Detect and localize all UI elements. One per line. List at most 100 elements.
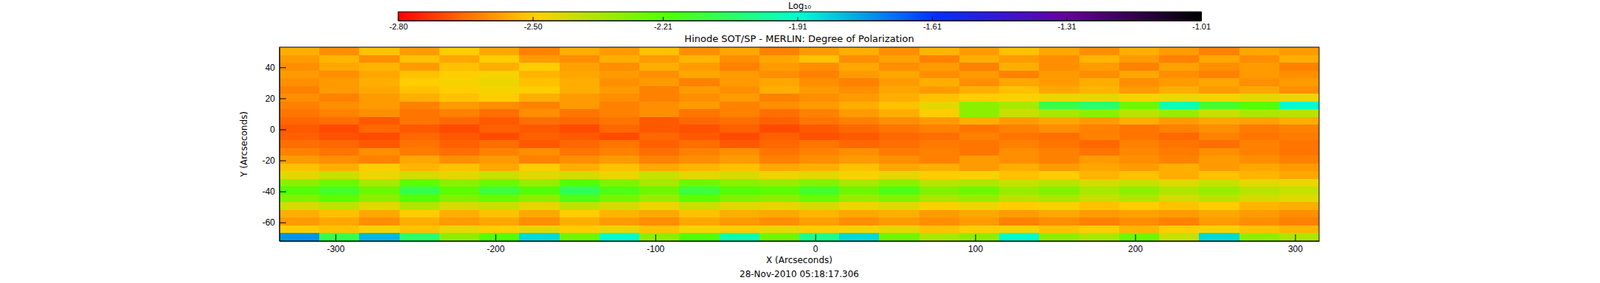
heatmap-cell [279,217,320,226]
heatmap-cell [639,109,680,118]
heatmap-cell [359,194,400,203]
heatmap-cell [799,47,840,56]
heatmap-cell [559,140,601,149]
heatmap-cell [679,163,720,172]
heatmap-cell [1198,217,1240,226]
tick-label: 100 [968,244,983,255]
heatmap-cell [919,86,960,95]
heatmap-cell [799,225,840,234]
heatmap-cell [759,109,800,118]
heatmap-cell [919,109,960,118]
heatmap-cell [519,202,560,211]
heatmap-cell [439,171,480,180]
heatmap-cell [1038,148,1080,157]
heatmap-cell [679,217,720,226]
heatmap-cell [719,93,761,102]
heatmap-cell [959,78,1000,87]
heatmap-cell [719,202,761,211]
heatmap-cell [1119,70,1160,79]
heatmap-cell [1279,155,1320,164]
heatmap-cell [1239,163,1280,172]
heatmap-cell [1279,163,1320,172]
heatmap-cell [719,194,761,203]
heatmap-cell [679,232,720,242]
heatmap-cell [679,47,720,56]
heatmap-cell [519,101,560,110]
heatmap [279,47,1320,242]
heatmap-cell [559,232,601,242]
heatmap-cell [1159,109,1200,118]
heatmap-cell [479,47,520,56]
heatmap-cell [719,148,761,157]
heatmap-cell [878,70,920,79]
heatmap-cell [999,217,1040,226]
heatmap-cell [1159,148,1200,157]
heatmap-cell [839,117,880,126]
heatmap-cell [878,117,920,126]
heatmap-cell [439,117,480,126]
heatmap-cell [1239,202,1280,211]
heatmap-cell [878,163,920,172]
heatmap-cell [1119,86,1160,95]
heatmap-cell [999,55,1040,64]
heatmap-cell [519,109,560,118]
heatmap-cell [1079,55,1120,64]
heatmap-cell [799,132,840,141]
heatmap-cell [679,93,720,102]
heatmap-cell [639,232,680,242]
x-axis-title: X (Arcseconds) [766,255,833,266]
heatmap-cell [1159,93,1200,102]
tick-label: -2.50 [523,22,542,31]
heatmap-cell [1038,194,1080,203]
tick-label: 300 [1288,244,1303,255]
tick-label: -1.01 [1192,22,1211,31]
heatmap-cell [559,171,601,180]
heatmap-cell [559,202,601,211]
heatmap-cell [839,55,880,64]
heatmap-cell [679,225,720,234]
heatmap-cell [1038,132,1080,141]
heatmap-cell [359,202,400,211]
heatmap-cell [559,62,601,71]
heatmap-cell [1239,55,1280,64]
heatmap-cell [399,210,441,219]
heatmap-cell [1119,148,1160,157]
heatmap-cell [839,202,880,211]
heatmap-cell [559,93,601,102]
heatmap-cell [679,70,720,79]
heatmap-cell [279,93,320,102]
heatmap-cell [279,124,320,133]
heatmap-cell [439,194,480,203]
heatmap-cell [878,194,920,203]
heatmap-cell [959,186,1000,195]
heatmap-cell [1038,101,1080,110]
heatmap-cell [1079,186,1120,195]
heatmap-cell [319,210,360,219]
heatmap-cell [1198,93,1240,102]
heatmap-cell [919,171,960,180]
heatmap-cell [839,225,880,234]
heatmap-cell [279,202,320,211]
heatmap-cell [799,117,840,126]
heatmap-cell [799,124,840,133]
heatmap-cell [599,101,640,110]
heatmap-cell [1159,202,1200,211]
heatmap-cell [639,55,680,64]
tick-mark [1201,16,1202,21]
heatmap-cell [599,86,640,95]
heatmap-cell [1279,194,1320,203]
x-axis: -300-200-1000100200300 [280,234,1320,255]
annotation: 28-Nov-2010 05:18:17.306 [739,269,859,280]
heatmap-cell [1159,132,1200,141]
heatmap-cell [1279,62,1320,71]
heatmap-cell [639,155,680,164]
heatmap-cell [719,232,761,242]
heatmap-cell [1239,109,1280,118]
heatmap-cell [679,109,720,118]
heatmap-cell [999,140,1040,149]
heatmap-cell [799,232,840,242]
tick-label: 0 [269,124,276,135]
heatmap-cell [399,186,441,195]
heatmap-cell [959,232,1000,242]
heatmap-cell [878,101,920,110]
